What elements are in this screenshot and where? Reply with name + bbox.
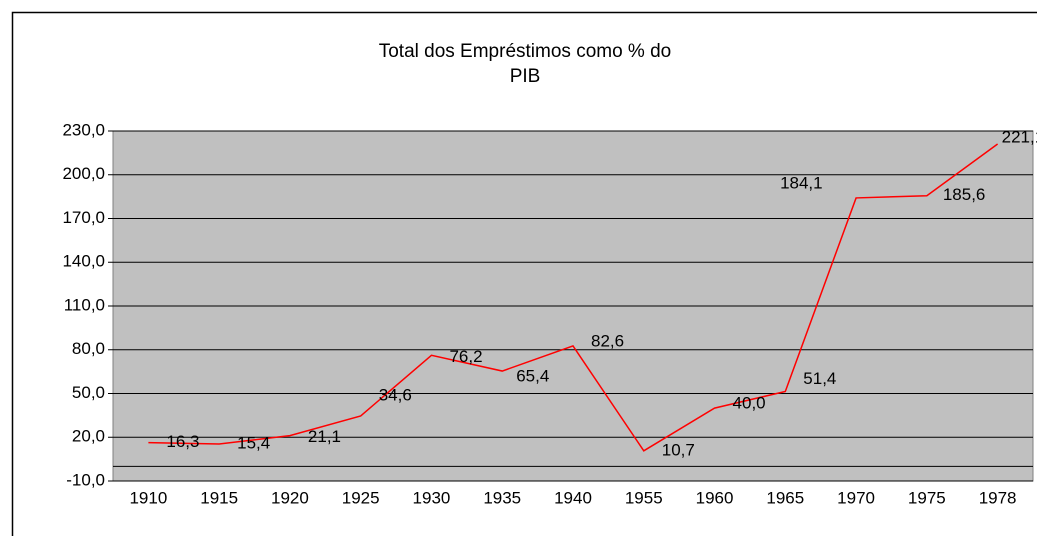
- x-tick-label: 1915: [200, 488, 238, 507]
- x-tick-label: 1978: [979, 488, 1017, 507]
- x-tick-label: 1930: [413, 488, 451, 507]
- data-label: 185,6: [943, 185, 986, 204]
- x-tick-label: 1935: [483, 488, 521, 507]
- x-tick-label: 1910: [129, 488, 167, 507]
- x-tick-label: 1925: [342, 488, 380, 507]
- data-label: 40,0: [733, 394, 766, 413]
- y-tick-label: 110,0: [64, 295, 105, 314]
- x-tick-label: 1975: [908, 488, 946, 507]
- x-tick-label: 1960: [696, 488, 734, 507]
- chart-title: PIB: [510, 66, 541, 87]
- data-label: 51,4: [803, 369, 836, 388]
- x-tick-label: 1970: [837, 488, 875, 507]
- data-label: 16,3: [166, 432, 199, 451]
- data-label: 221,1: [1002, 127, 1037, 146]
- data-label: 10,7: [662, 440, 695, 459]
- y-tick-label: 200,0: [62, 164, 105, 183]
- y-tick-label: -10,0: [66, 470, 105, 489]
- y-tick-label: 230,0: [62, 120, 105, 139]
- x-tick-label: 1965: [766, 488, 804, 507]
- data-label: 34,6: [379, 385, 412, 404]
- y-tick-label: 140,0: [62, 252, 105, 271]
- y-tick-label: 20,0: [72, 427, 105, 446]
- chart-title: Total dos Empréstimos como % do: [379, 41, 672, 62]
- y-tick-label: 170,0: [62, 208, 105, 227]
- x-tick-label: 1940: [554, 488, 592, 507]
- y-tick-label: 80,0: [72, 339, 105, 358]
- y-tick-label: 50,0: [72, 383, 105, 402]
- data-label: 76,2: [449, 347, 482, 366]
- data-label: 15,4: [237, 433, 270, 452]
- data-label: 184,1: [780, 173, 823, 192]
- data-line: [148, 143, 999, 452]
- x-tick-label: 1955: [625, 488, 663, 507]
- data-label: 21,1: [308, 427, 341, 446]
- data-label: 65,4: [516, 367, 549, 386]
- data-label: 82,6: [591, 331, 624, 350]
- x-tick-label: 1920: [271, 488, 309, 507]
